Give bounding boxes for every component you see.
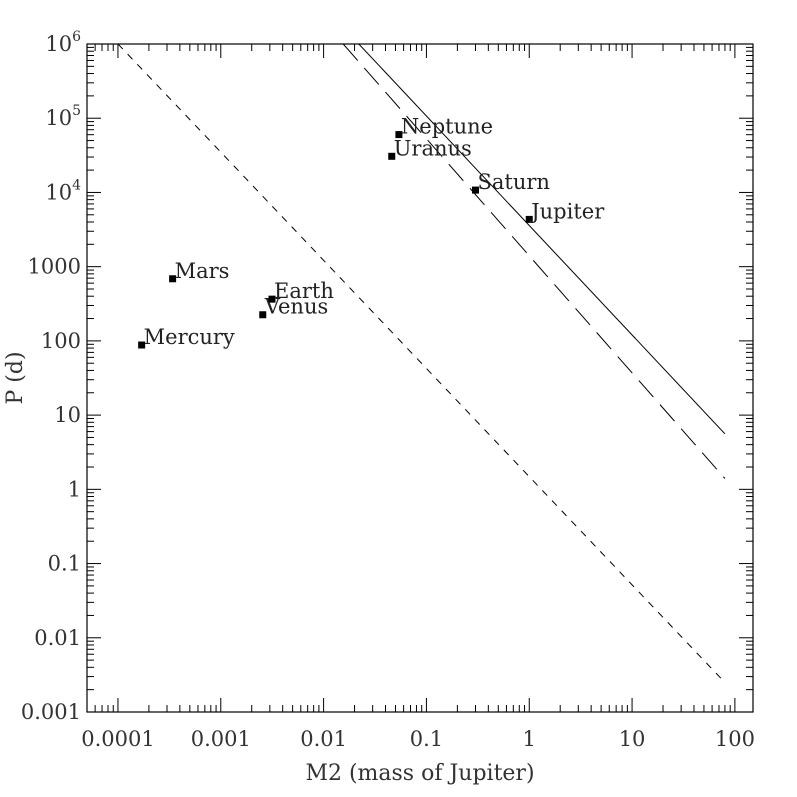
y-tick-label: 0.01 bbox=[34, 626, 81, 650]
y-tick-label: 105 bbox=[45, 103, 81, 130]
x-tick-label: 0.001 bbox=[191, 727, 251, 751]
y-tick-label: 0.1 bbox=[48, 552, 81, 576]
y-tick-label: 100 bbox=[41, 329, 81, 353]
planet-label-saturn: Saturn bbox=[477, 170, 549, 194]
planet-marker-saturn bbox=[471, 186, 479, 194]
planet-marker-jupiter bbox=[525, 215, 533, 223]
planet-marker-venus bbox=[259, 311, 267, 319]
planet-label-mercury: Mercury bbox=[144, 325, 235, 349]
x-axis-label: M2 (mass of Jupiter) bbox=[305, 761, 534, 786]
planet-marker-uranus bbox=[388, 152, 396, 160]
planet-label-neptune: Neptune bbox=[401, 115, 493, 139]
plot-lines bbox=[117, 43, 726, 683]
planet-marker-neptune bbox=[395, 131, 403, 139]
planet-label-earth: Earth bbox=[274, 279, 334, 303]
x-tick-label: 0.01 bbox=[300, 727, 347, 751]
y-tick-label: 1000 bbox=[28, 255, 81, 279]
ref-line-short-dash bbox=[117, 43, 726, 683]
y-tick-label: 104 bbox=[45, 177, 81, 204]
x-tick-label: 0.1 bbox=[410, 727, 443, 751]
x-tick-label: 100 bbox=[715, 727, 755, 751]
ref-line-solid bbox=[358, 43, 726, 435]
ref-line-long-dash bbox=[342, 43, 726, 479]
x-tick-labels: 0.0001 0.001 0.01 0.1 1 10 100 bbox=[81, 727, 755, 751]
y-tick-labels: 0.001 0.01 0.1 1 10 100 1000 104 105 106 bbox=[21, 29, 81, 724]
x-tick-label: 0.0001 bbox=[81, 727, 154, 751]
plot-frame bbox=[86, 43, 754, 713]
planet-label-jupiter: Jupiter bbox=[529, 199, 605, 223]
planet-label-uranus: Uranus bbox=[394, 136, 472, 160]
planet-marker-earth bbox=[268, 295, 276, 303]
x-tick-label: 10 bbox=[619, 727, 646, 751]
x-tick-label: 1 bbox=[523, 727, 536, 751]
planet-marker-mars bbox=[169, 275, 177, 283]
y-axis-label: P (d) bbox=[3, 351, 28, 404]
planet-points: MercuryVenusEarthMarsJupiterSaturnUranus… bbox=[138, 115, 605, 349]
planet-label-mars: Mars bbox=[175, 259, 230, 283]
y-tick-label: 1 bbox=[68, 477, 81, 501]
y-tick-label: 106 bbox=[45, 29, 81, 56]
y-tick-label: 0.001 bbox=[21, 700, 81, 724]
y-tick-label: 10 bbox=[54, 403, 81, 427]
planet-marker-mercury bbox=[138, 341, 146, 349]
